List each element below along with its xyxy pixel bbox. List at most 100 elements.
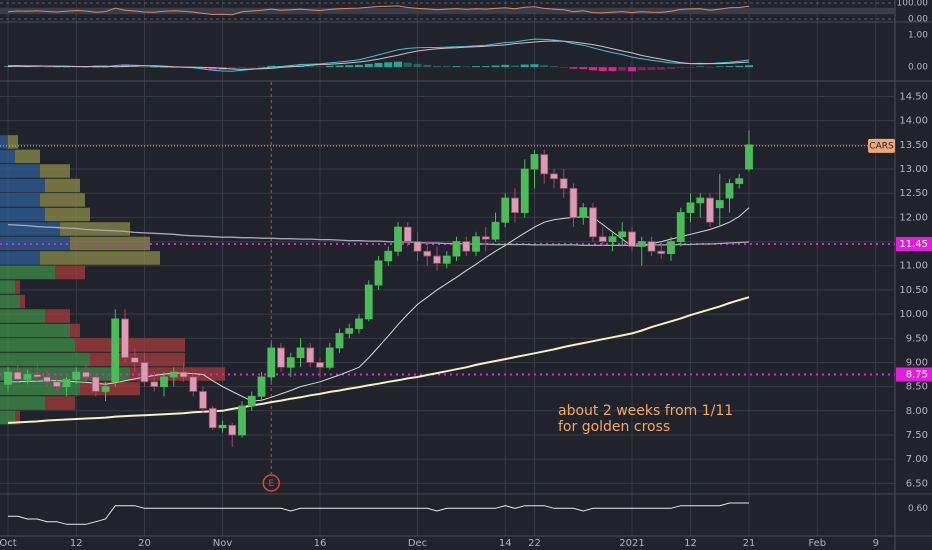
volume-profile-up — [0, 323, 70, 338]
symbol-tag — [868, 138, 895, 153]
macd-histogram-bar — [520, 64, 529, 68]
macd-tick-label: 1.00 — [908, 30, 928, 40]
volume-profile-up — [0, 236, 70, 251]
candle-body — [520, 168, 529, 213]
macd-histogram-bar — [208, 67, 217, 70]
price-tag — [896, 367, 932, 382]
moving-average — [7, 223, 750, 247]
macd-histogram-bar — [715, 66, 724, 68]
candle-body — [33, 374, 42, 378]
candle-body — [82, 371, 90, 378]
macd-histogram-bar — [472, 66, 480, 68]
moving-average — [8, 207, 750, 402]
candle-body — [277, 347, 285, 368]
macd-histogram-bar — [52, 67, 61, 68]
volume-profile-up — [0, 294, 20, 309]
candle-body — [169, 371, 178, 378]
volume-profile-up — [0, 164, 40, 178]
x-tick-label: Dec — [408, 538, 427, 549]
macd-histogram-bar — [403, 62, 412, 68]
volume-profile-up — [0, 178, 45, 193]
candle-body — [618, 231, 627, 238]
candle-body — [121, 318, 129, 359]
lower-line — [8, 502, 749, 525]
macd-histogram-bar — [374, 62, 383, 68]
rsi-line — [7, 5, 750, 16]
macd-histogram-bar — [130, 66, 139, 68]
candle-body — [199, 391, 207, 409]
candle-body — [364, 284, 373, 320]
volume-profile-up — [0, 251, 40, 265]
moving-average — [7, 296, 750, 424]
macd-histogram-bar — [745, 65, 753, 68]
candle-body — [569, 187, 578, 218]
volume-profile-down — [8, 135, 18, 149]
macd-histogram-bar — [355, 64, 363, 68]
candle-body — [72, 371, 81, 380]
macd-histogram-bar — [150, 67, 159, 68]
candle-body — [296, 347, 305, 359]
candle-body — [316, 362, 324, 368]
candle-body — [267, 347, 276, 378]
y-tick-label: 10.00 — [899, 309, 928, 320]
candle-body — [462, 241, 471, 252]
candle-body — [325, 347, 334, 368]
y-tick-label: 6.50 — [906, 478, 928, 489]
candle-body — [637, 241, 646, 247]
candle-body — [550, 173, 558, 180]
candle-body — [530, 154, 539, 170]
macd-histogram-bar — [160, 67, 168, 68]
y-tick-label: 12.50 — [899, 188, 928, 199]
candle-body — [150, 381, 159, 388]
candle-body — [667, 241, 675, 255]
volume-profile-up — [0, 410, 15, 425]
candle-body — [686, 202, 695, 213]
candle-body — [345, 328, 354, 334]
event-label: E — [268, 479, 274, 489]
volume-profile-up — [0, 149, 15, 164]
candle-body — [676, 212, 685, 242]
candle-body — [23, 374, 32, 380]
macd-histogram-bar — [491, 65, 500, 68]
macd-histogram-bar — [657, 67, 666, 70]
candle-body — [306, 347, 315, 363]
macd-line — [8, 38, 750, 72]
macd-histogram-bar — [238, 67, 246, 69]
candle-body — [179, 371, 188, 378]
volume-profile-up — [0, 309, 45, 323]
macd-tick-label: 0.00 — [908, 63, 928, 73]
x-tick-label: 2021 — [619, 538, 644, 549]
candle-body — [433, 255, 441, 264]
macd-histogram-bar — [91, 67, 100, 68]
y-tick-label: 7.00 — [906, 454, 928, 465]
macd-histogram-bar — [686, 67, 695, 68]
candle-body — [735, 178, 744, 184]
candle-body — [218, 424, 227, 429]
macd-histogram-bar — [247, 67, 256, 68]
macd-histogram-bar — [306, 66, 315, 68]
macd-histogram-bar — [598, 67, 607, 71]
macd-histogram-bar — [101, 67, 110, 68]
volume-profile-down — [45, 396, 75, 410]
candle-body — [608, 236, 617, 242]
candle-body — [657, 250, 666, 255]
candle-body — [725, 183, 734, 199]
volume-profile-up — [0, 265, 55, 280]
macd-histogram-bar — [608, 67, 617, 71]
volume-profile-down — [45, 309, 70, 323]
candle-body — [706, 197, 714, 223]
rsi-band — [0, 7, 895, 15]
annotation: for golden cross — [558, 419, 670, 435]
volume-profile-down — [75, 338, 185, 352]
x-tick-label: 9 — [873, 538, 879, 549]
volume-profile-down — [15, 410, 20, 425]
macd-histogram-bar — [335, 65, 344, 68]
y-tick-label: 10.50 — [899, 285, 928, 296]
macd-histogram-bar — [706, 67, 714, 68]
volume-profile-down — [55, 265, 85, 280]
x-tick-label: 16 — [314, 538, 327, 549]
y-tick-label: 14.50 — [899, 92, 928, 103]
candle-body — [111, 318, 120, 383]
